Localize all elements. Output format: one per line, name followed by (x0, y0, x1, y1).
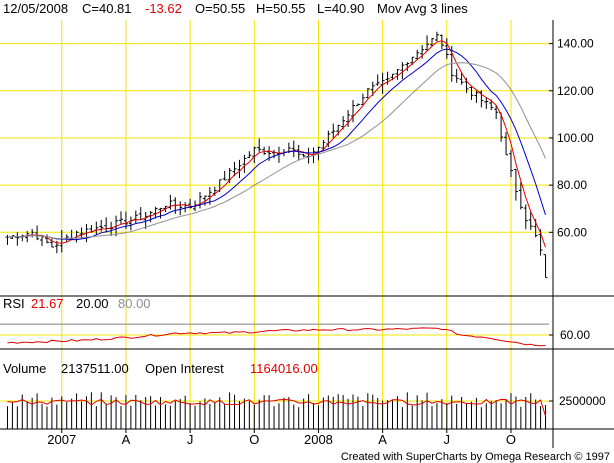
rsi-level-low: 20.00 (76, 296, 109, 311)
rsi-tick-label: 60.00 (560, 328, 590, 342)
price-tick-label: 60.00 (557, 225, 587, 239)
header-high: H=50.55 (256, 1, 306, 16)
moving-averages (7, 40, 546, 248)
price-bars (5, 31, 548, 279)
header-open: O=50.55 (195, 1, 245, 16)
x-tick-label: 2008 (304, 432, 333, 447)
volume-label: Volume (3, 361, 46, 376)
rsi-value: 21.67 (31, 296, 64, 311)
rsi-line (7, 327, 546, 347)
rsi-lines (0, 323, 549, 347)
header-low: L=40.90 (317, 1, 364, 16)
header-change: -13.62 (145, 1, 182, 16)
panel-rules (0, 20, 614, 448)
x-tick-label: O (506, 432, 516, 447)
credit-text: Created with SuperCharts by Omega Resear… (341, 451, 610, 463)
open-interest-line (7, 398, 546, 417)
header-date: 12/05/2008 (3, 1, 68, 16)
x-tick-label: 2007 (47, 432, 76, 447)
rsi-label: RSI (3, 296, 25, 311)
moving-average-fast (7, 40, 546, 248)
price-tick-label: 100.00 (557, 131, 594, 145)
price-tick-label: 80.00 (557, 178, 587, 192)
volume-value: 2137511.00 (61, 361, 129, 376)
price-tick-label: 120.00 (557, 84, 594, 98)
axis-labels: 60.00 80.00 100.00 120.00 140.00 60.00 2500000… (47, 37, 606, 447)
volume-tick-label: 2500000 (559, 394, 606, 408)
x-tick-label: A (378, 432, 387, 447)
moving-average-medium (7, 48, 546, 241)
x-tick-label: A (122, 432, 131, 447)
header-indicator: Mov Avg 3 lines (377, 1, 468, 16)
rsi-level-high: 80.00 (118, 296, 151, 311)
open-interest-label: Open Interest (145, 361, 224, 376)
header-close: C=40.81 (82, 1, 132, 16)
open-interest-value: 1164016.00 (250, 361, 318, 376)
volume-bars (6, 392, 547, 429)
x-tick-label: J (444, 432, 451, 447)
x-tick-label: J (187, 432, 194, 447)
x-tick-label: O (249, 432, 259, 447)
moving-average-slow (7, 62, 546, 240)
price-tick-label: 140.00 (557, 37, 594, 51)
